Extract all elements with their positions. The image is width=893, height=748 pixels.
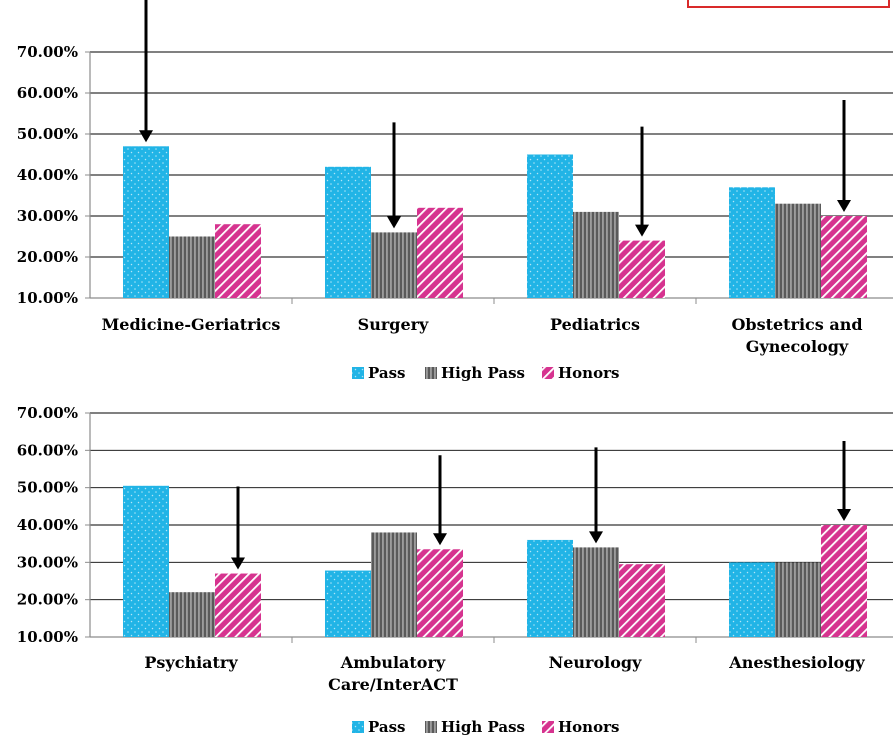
- bar-pass: [123, 485, 169, 637]
- bar-pass: [527, 539, 573, 637]
- bar-high-pass: [775, 203, 821, 298]
- annotation-arrow-head: [433, 533, 447, 546]
- bar-honors: [417, 549, 463, 637]
- category-label: Ambulatory: [340, 653, 446, 672]
- legend-swatch: [352, 367, 364, 379]
- annotation-arrow-head: [387, 216, 401, 229]
- bar-high-pass: [371, 232, 417, 298]
- bar-honors: [215, 224, 261, 298]
- annotation-arrow-head: [231, 557, 245, 570]
- category-label: Psychiatry: [144, 653, 238, 672]
- legend-swatch: [425, 367, 437, 379]
- annotation-arrow-head: [139, 130, 153, 143]
- annotation-arrow-head: [837, 509, 851, 521]
- bar-high-pass: [371, 532, 417, 637]
- category-label: Anesthesiology: [728, 653, 865, 672]
- bar-pass: [325, 166, 371, 298]
- y-tick-label: 30.00%: [17, 553, 78, 571]
- category-label: Obstetrics and: [731, 315, 862, 334]
- legend-swatch: [542, 367, 554, 379]
- y-tick-label: 40.00%: [17, 166, 78, 184]
- annotation-arrow-head: [635, 224, 649, 237]
- bar-high-pass: [573, 547, 619, 637]
- bar-high-pass: [573, 211, 619, 298]
- legend-swatch: [352, 721, 364, 733]
- bar-honors: [619, 564, 665, 637]
- category-label: Neurology: [549, 653, 642, 672]
- legend-label: High Pass: [441, 718, 525, 736]
- y-tick-label: 10.00%: [17, 289, 78, 307]
- chart-2: 10.00% 20.00% 30.00% 40.00% 50.00% 60.00% 70.0…: [17, 404, 893, 736]
- y-tick-label: 40.00%: [17, 516, 78, 534]
- legend-label: Pass: [368, 718, 406, 736]
- bar-honors: [417, 207, 463, 298]
- callout-box: [687, 0, 890, 8]
- bar-pass: [729, 187, 775, 298]
- bar-pass: [325, 570, 371, 637]
- legend-label: High Pass: [441, 364, 525, 382]
- bar-high-pass: [169, 236, 215, 298]
- chart-1: 10.00% 20.00% 30.00% 40.00% 50.00% 60.00% 70.0…: [17, 0, 893, 382]
- y-tick-label: 20.00%: [17, 591, 78, 609]
- y-tick-label: 60.00%: [17, 84, 78, 102]
- legend-label: Honors: [558, 364, 619, 382]
- bar-high-pass: [169, 592, 215, 637]
- y-tick-label: 70.00%: [17, 43, 78, 61]
- y-tick-label: 10.00%: [17, 628, 78, 646]
- category-label: Medicine-Geriatrics: [102, 315, 281, 334]
- y-tick-label: 20.00%: [17, 248, 78, 266]
- y-tick-label: 50.00%: [17, 479, 78, 497]
- category-label: Gynecology: [746, 337, 849, 356]
- annotation-arrow-head: [589, 531, 603, 544]
- category-label: Care/InterACT: [328, 675, 458, 694]
- bar-high-pass: [775, 562, 821, 637]
- y-tick-label: 70.00%: [17, 404, 78, 422]
- bar-pass: [729, 562, 775, 637]
- legend-label: Honors: [558, 718, 619, 736]
- category-label: Surgery: [358, 315, 429, 334]
- y-tick-label: 30.00%: [17, 207, 78, 225]
- legend-swatch: [425, 721, 437, 733]
- category-label: Pediatrics: [550, 315, 640, 334]
- legend-swatch: [542, 721, 554, 733]
- y-tick-label: 50.00%: [17, 125, 78, 143]
- bar-honors: [821, 216, 867, 298]
- legend-label: Pass: [368, 364, 406, 382]
- bar-pass: [527, 154, 573, 298]
- y-tick-label: 60.00%: [17, 441, 78, 459]
- bar-honors: [619, 240, 665, 298]
- bar-pass: [123, 146, 169, 298]
- bar-honors: [215, 573, 261, 637]
- annotation-arrow-head: [837, 200, 851, 212]
- bar-honors: [821, 525, 867, 637]
